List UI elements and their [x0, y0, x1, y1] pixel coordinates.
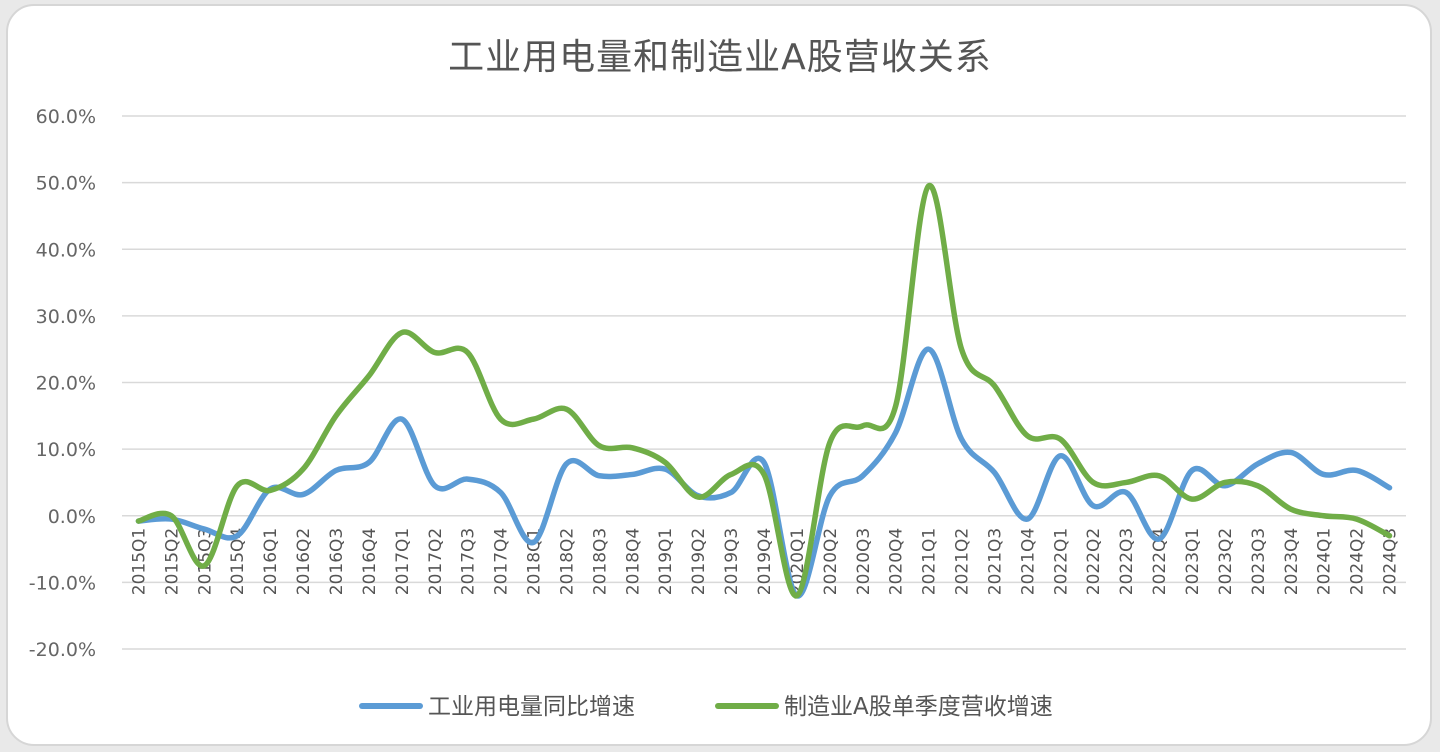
legend-item-2: 制造业A股单季度营收增速 — [715, 694, 1053, 720]
legend-label: 工业用电量同比增速 — [428, 694, 635, 720]
x-tick-label: 2023Q4 — [1282, 528, 1302, 595]
x-tick-label: 2016Q3 — [327, 528, 347, 595]
x-tick-label: 2017Q2 — [426, 528, 446, 595]
gridlines — [122, 115, 1406, 650]
legend-label: 制造业A股单季度营收增速 — [784, 694, 1053, 720]
y-tick-label: 30.0% — [36, 306, 96, 328]
x-tick-label: 2022Q4 — [1150, 528, 1170, 595]
x-tick-label: 2018Q3 — [590, 528, 610, 595]
x-tick-label: 2019Q2 — [689, 528, 709, 595]
series-line-2 — [135, 183, 1393, 599]
series-lines — [135, 183, 1393, 599]
x-tick-label: 2021Q3 — [985, 528, 1005, 595]
y-tick-label: 20.0% — [36, 373, 96, 395]
x-tick-label: 2022Q3 — [1117, 528, 1137, 595]
x-tick-label: 2018Q2 — [557, 528, 577, 595]
legend-item-1: 工业用电量同比增速 — [359, 694, 635, 720]
x-tick-label: 2023Q2 — [1216, 528, 1236, 595]
x-tick-label: 2016Q4 — [360, 528, 380, 595]
y-tick-label: 40.0% — [36, 239, 96, 261]
x-tick-label: 2017Q3 — [459, 528, 479, 595]
x-tick-label: 2021Q2 — [953, 528, 973, 595]
x-tick-label: 2021Q4 — [1018, 528, 1038, 595]
y-tick-label: 60.0% — [36, 106, 96, 128]
x-tick-label: 2022Q2 — [1084, 528, 1104, 595]
x-tick-label: 2024Q2 — [1348, 528, 1368, 595]
x-tick-label: 2024Q1 — [1315, 528, 1335, 595]
x-tick-label: 2015Q1 — [129, 528, 149, 595]
x-tick-label: 2017Q4 — [492, 528, 512, 595]
x-tick-label: 2017Q1 — [393, 528, 413, 595]
legend: 工业用电量同比增速 制造业A股单季度营收增速 — [359, 694, 1053, 720]
x-tick-label: 2023Q3 — [1249, 528, 1269, 595]
y-axis-ticks: 60.0% 50.0% 40.0% 30.0% 20.0% 10.0% 0.0% -10.0%… — [29, 106, 96, 661]
x-tick-label: 2024Q3 — [1381, 528, 1401, 595]
x-tick-label: 2021Q1 — [920, 528, 940, 595]
x-tick-label: 2016Q1 — [261, 528, 281, 595]
x-tick-label: 2020Q3 — [854, 528, 874, 595]
y-tick-label: -10.0% — [29, 572, 96, 594]
x-tick-label: 2019Q3 — [722, 528, 742, 595]
x-axis-ticks: 2015Q1 2015Q2 2015Q3 2015Q4 2016Q1 2016Q2 2016… — [129, 528, 1400, 595]
x-tick-label: 2015Q2 — [162, 528, 182, 595]
y-tick-label: 10.0% — [36, 439, 96, 461]
y-tick-label: -20.0% — [29, 639, 96, 661]
chart-frame — [6, 4, 1432, 746]
x-tick-label: 2016Q2 — [294, 528, 314, 595]
x-tick-label: 2019Q1 — [656, 528, 676, 595]
x-tick-label: 2019Q4 — [755, 528, 775, 595]
x-tick-label: 2023Q1 — [1183, 528, 1203, 595]
x-tick-label: 2018Q4 — [623, 528, 643, 595]
chart-title: 工业用电量和制造业A股营收关系 — [448, 37, 992, 78]
x-tick-label: 2020Q2 — [821, 528, 841, 595]
x-tick-label: 2022Q1 — [1051, 528, 1071, 595]
y-tick-label: 0.0% — [48, 506, 96, 528]
x-tick-label: 2015Q4 — [228, 528, 248, 595]
y-tick-label: 50.0% — [36, 173, 96, 195]
x-tick-label: 2020Q4 — [887, 528, 907, 595]
